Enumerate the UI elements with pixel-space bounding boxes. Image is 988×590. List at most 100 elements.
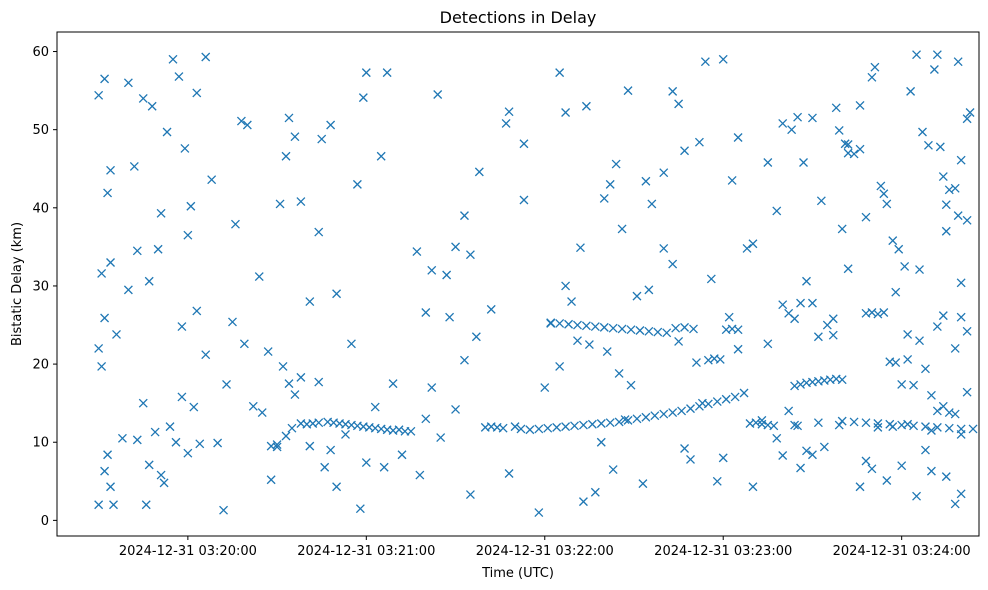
data-point [926, 390, 936, 400]
data-point [718, 453, 728, 463]
data-point [97, 268, 107, 278]
data-point [819, 442, 829, 452]
data-point [763, 339, 773, 349]
data-point [891, 287, 901, 297]
data-point [897, 461, 907, 471]
data-point [305, 441, 315, 451]
data-point [608, 323, 618, 333]
data-point [769, 421, 779, 431]
y-tick-label: 60 [32, 45, 49, 60]
data-point [828, 314, 838, 324]
data-point [807, 450, 817, 460]
data-point [570, 421, 579, 431]
data-point [555, 68, 565, 78]
data-point [608, 465, 618, 475]
data-point [623, 415, 633, 425]
data-point [944, 423, 954, 433]
data-point [712, 476, 722, 486]
data-point [192, 306, 202, 316]
data-point [796, 379, 806, 389]
data-point [831, 103, 841, 113]
data-point [162, 127, 172, 137]
data-point [263, 347, 273, 357]
data-point [519, 195, 529, 205]
data-point [941, 226, 951, 236]
data-point [703, 355, 713, 365]
data-point [516, 424, 526, 434]
data-point [317, 134, 327, 144]
data-point [912, 50, 922, 60]
data-point [123, 78, 133, 88]
data-point [581, 321, 591, 331]
data-point [168, 54, 178, 64]
data-point [793, 421, 803, 431]
data-point [117, 433, 127, 443]
data-point [691, 358, 701, 367]
data-point [581, 101, 591, 111]
data-point [100, 313, 110, 323]
data-point [855, 144, 865, 154]
x-tick-label: 2024-12-31 03:20:00 [119, 544, 257, 559]
data-point [564, 319, 574, 329]
data-point [686, 404, 695, 414]
data-point [680, 322, 690, 332]
data-point [834, 125, 844, 135]
data-point [638, 479, 648, 489]
data-point [790, 420, 800, 430]
data-point [721, 394, 731, 404]
x-tick-label: 2024-12-31 03:23:00 [654, 544, 792, 559]
data-point [870, 62, 880, 72]
data-point [950, 183, 960, 193]
data-point [177, 392, 187, 402]
data-point [915, 336, 924, 346]
data-point [305, 297, 315, 307]
data-point [813, 332, 823, 342]
data-point [807, 298, 817, 308]
data-point [332, 289, 342, 299]
data-point [281, 431, 291, 441]
data-point [460, 355, 469, 365]
data-point [415, 470, 425, 480]
data-point [876, 181, 886, 191]
data-point [861, 212, 871, 222]
data-point [433, 90, 443, 99]
data-point [510, 422, 520, 432]
data-point [641, 412, 651, 422]
data-point [730, 392, 740, 402]
data-point [326, 445, 336, 455]
data-point [236, 116, 246, 126]
data-point [802, 446, 811, 456]
data-point [442, 270, 452, 280]
data-point [605, 418, 615, 428]
data-point [103, 188, 113, 198]
data-point [314, 418, 324, 428]
data-point [932, 50, 942, 60]
data-point [195, 439, 205, 449]
data-point [180, 143, 190, 153]
data-point [106, 165, 115, 175]
data-point [926, 466, 936, 476]
data-point [626, 325, 636, 335]
y-tick-label: 40 [32, 201, 49, 216]
data-point [314, 227, 324, 237]
data-point [653, 327, 663, 337]
data-point [932, 422, 942, 432]
data-point [650, 411, 660, 421]
data-point [287, 423, 297, 433]
data-point [189, 402, 199, 412]
data-point [956, 312, 966, 322]
data-point [436, 433, 446, 443]
data-point [674, 99, 684, 109]
data-point [944, 185, 954, 195]
data-point [596, 419, 606, 428]
data-point [873, 422, 883, 432]
data-point [962, 114, 972, 124]
data-point [763, 158, 773, 167]
data-point [727, 176, 737, 185]
data-point [296, 197, 306, 207]
data-point [109, 500, 118, 510]
data-point [689, 324, 698, 334]
data-point [534, 508, 544, 518]
